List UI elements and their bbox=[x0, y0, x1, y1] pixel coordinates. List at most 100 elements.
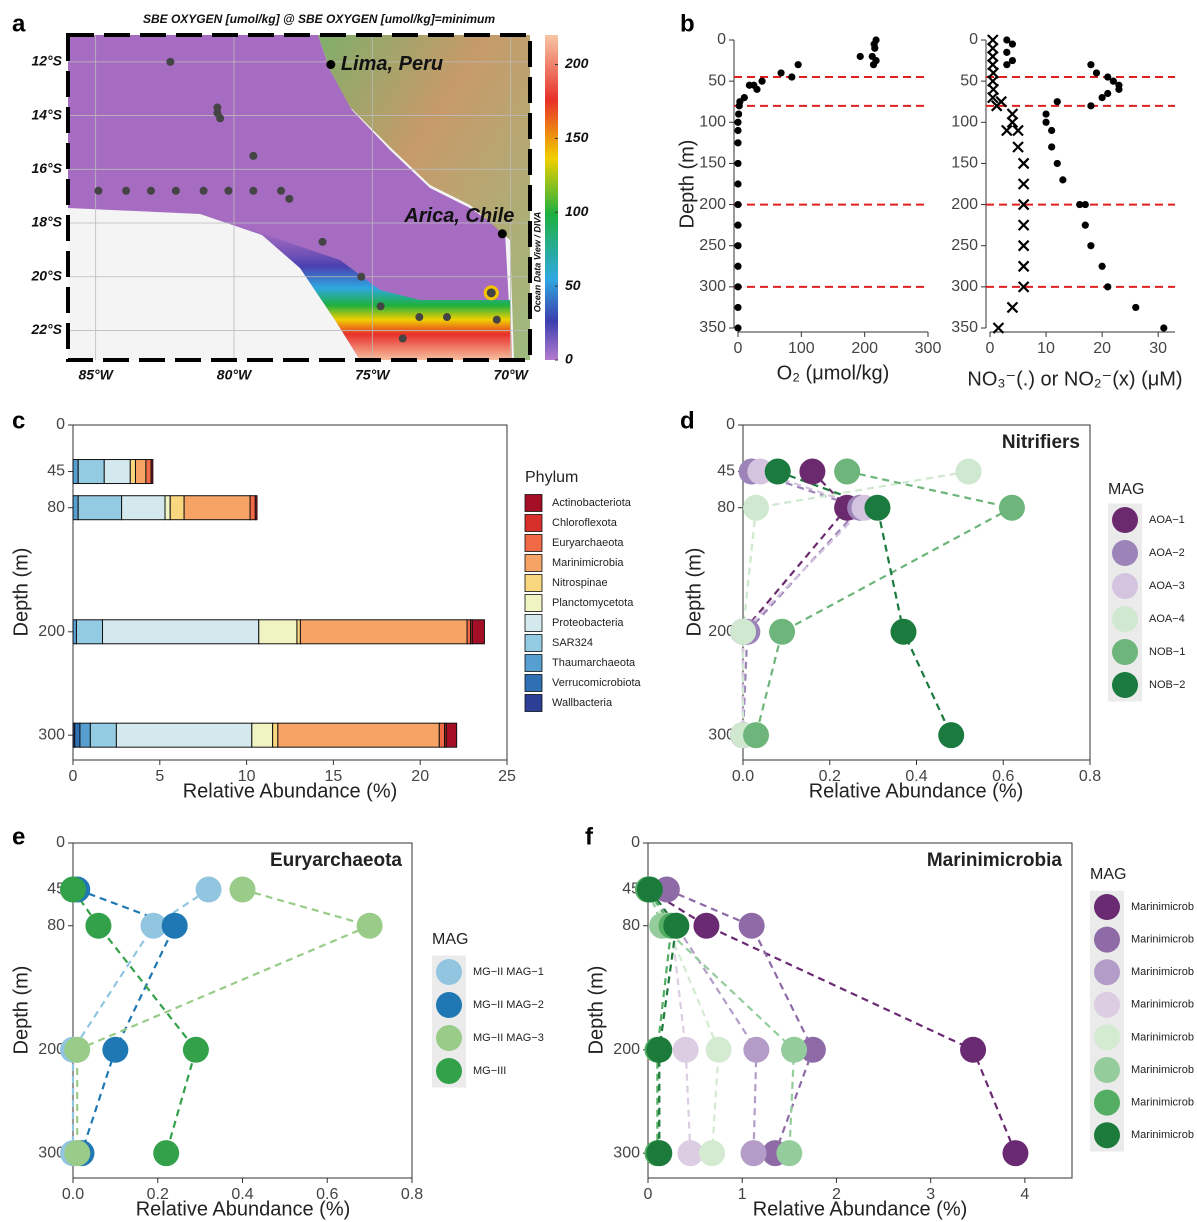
series-point bbox=[1002, 1140, 1028, 1166]
cross-point bbox=[1013, 142, 1023, 152]
station bbox=[277, 187, 285, 195]
station bbox=[493, 316, 501, 324]
legend-label: Thaumarchaeota bbox=[552, 657, 636, 669]
plot-title: Euryarchaeota bbox=[270, 850, 402, 871]
series-point bbox=[64, 1140, 90, 1166]
dot-point bbox=[1115, 86, 1122, 93]
station bbox=[443, 313, 451, 321]
series-point bbox=[646, 1140, 672, 1166]
y-tick-label: 200 bbox=[951, 196, 978, 213]
legend-title: MAG bbox=[432, 931, 468, 948]
legend-swatch bbox=[525, 695, 542, 712]
bar-segment bbox=[80, 723, 90, 747]
page: {"chart_data": [ {"type": "map", "panel_… bbox=[0, 0, 1197, 1222]
dot-point bbox=[734, 127, 741, 134]
legend-label: AOA−4 bbox=[1149, 613, 1185, 625]
dot-point bbox=[1054, 160, 1061, 167]
series-point bbox=[743, 1037, 769, 1063]
y-tick-label: 100 bbox=[699, 114, 726, 131]
series-point bbox=[960, 1037, 986, 1063]
legend-label: Marinimicrob bbox=[1131, 1031, 1194, 1043]
bar-segment bbox=[472, 620, 484, 644]
dot-point bbox=[1082, 201, 1089, 208]
cross-point bbox=[1019, 220, 1029, 230]
map-title: SBE OXYGEN [umol/kg] @ SBE OXYGEN [umol/… bbox=[143, 12, 495, 26]
series-point bbox=[85, 913, 111, 939]
series-point bbox=[769, 619, 795, 645]
x-tick-label: 75°W bbox=[355, 367, 391, 383]
series-point bbox=[999, 495, 1025, 521]
x-axis-label: Relative Abundance (%) bbox=[136, 1198, 351, 1220]
y-tick-label: 80 bbox=[47, 917, 65, 934]
dot-point bbox=[777, 69, 784, 76]
dot-point bbox=[1009, 41, 1016, 48]
legend-swatch bbox=[1112, 606, 1138, 632]
bar-segment bbox=[73, 496, 78, 520]
series-point bbox=[799, 459, 825, 485]
cross-point bbox=[1019, 179, 1029, 189]
legend-swatch bbox=[1094, 1057, 1120, 1083]
legend-swatch bbox=[1112, 573, 1138, 599]
series-point bbox=[663, 913, 689, 939]
bar-segment bbox=[103, 620, 259, 644]
x-tick-label: 300 bbox=[915, 340, 942, 357]
x-tick-label: 0.0 bbox=[732, 768, 754, 785]
legend-label: MG−II MAG−2 bbox=[473, 999, 544, 1011]
legend-swatch bbox=[1112, 672, 1138, 698]
series-point bbox=[196, 877, 222, 903]
dot-point bbox=[734, 139, 741, 146]
plot-frame bbox=[743, 425, 1090, 760]
dot-point bbox=[1099, 94, 1106, 101]
legend-label: Marinimicrob bbox=[1131, 1097, 1194, 1109]
bar-segment bbox=[146, 460, 151, 484]
y-tick-label: 300 bbox=[38, 726, 65, 743]
y-tick-label: 50 bbox=[960, 72, 978, 89]
legend-label: MG−II MAG−1 bbox=[473, 966, 544, 978]
legend-label: Chloroflexota bbox=[552, 517, 618, 529]
legend-label: Euryarchaeota bbox=[552, 537, 624, 549]
x-tick-label: 5 bbox=[155, 768, 164, 785]
series-line bbox=[77, 890, 369, 1154]
panel-label: d bbox=[680, 407, 695, 434]
dot-point bbox=[1003, 49, 1010, 56]
y-tick-label: 100 bbox=[951, 114, 978, 131]
series-point bbox=[699, 1140, 725, 1166]
y-axis-label: Depth (m) bbox=[683, 548, 705, 637]
series-point bbox=[765, 459, 791, 485]
y-axis-label: Depth (m) bbox=[10, 966, 32, 1055]
legend-label: Nitrospinae bbox=[552, 577, 608, 589]
dot-point bbox=[870, 61, 877, 68]
dot-point bbox=[734, 201, 741, 208]
legend-swatch bbox=[436, 959, 462, 985]
x-tick-label: 0 bbox=[734, 340, 743, 357]
dot-point bbox=[734, 283, 741, 290]
legend-swatch bbox=[1112, 507, 1138, 533]
x-axis-label: Relative Abundance (%) bbox=[809, 780, 1024, 802]
station bbox=[172, 187, 180, 195]
x-tick-label: 0.8 bbox=[401, 1186, 423, 1203]
y-tick-label: 0 bbox=[631, 834, 640, 851]
legend-label: Planctomycetota bbox=[552, 597, 634, 609]
bar-segment bbox=[252, 723, 273, 747]
dot-point bbox=[734, 324, 741, 331]
series-point bbox=[741, 1140, 767, 1166]
colorbar-tick-label: 200 bbox=[564, 55, 589, 71]
legend-label: Marinimicrobia bbox=[552, 557, 624, 569]
series-point bbox=[673, 1037, 699, 1063]
legend-title: MAG bbox=[1090, 866, 1126, 883]
y-axis-label: Depth (m) bbox=[10, 548, 32, 637]
dot-point bbox=[758, 78, 765, 85]
y-tick-label: 0 bbox=[56, 416, 65, 433]
series-point bbox=[183, 1037, 209, 1063]
legend-swatch bbox=[525, 595, 542, 612]
legend-swatch bbox=[1094, 1090, 1120, 1116]
y-tick-label: 80 bbox=[47, 499, 65, 516]
y-tick-label: 200 bbox=[699, 196, 726, 213]
panel-label: a bbox=[12, 10, 26, 37]
station bbox=[166, 58, 174, 66]
series-point bbox=[706, 1037, 732, 1063]
y-tick-label: 20°S bbox=[30, 267, 62, 283]
highlight-station bbox=[485, 287, 497, 299]
y-tick-label: 0 bbox=[717, 31, 726, 48]
bar-segment bbox=[446, 723, 456, 747]
